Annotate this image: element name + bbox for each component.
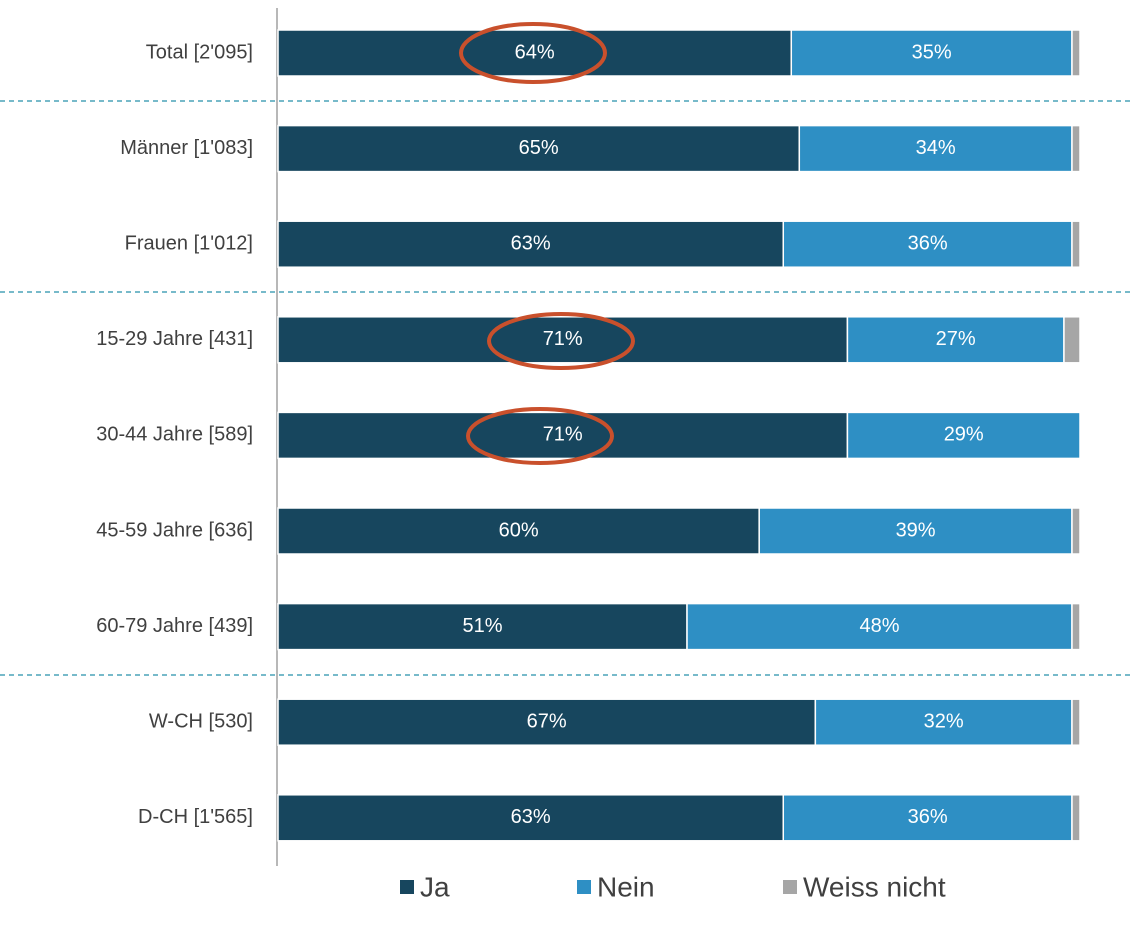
bar-segment xyxy=(277,411,849,460)
legend-label: Weiss nicht xyxy=(803,871,946,902)
bar-segment xyxy=(1071,507,1081,555)
highlight-ellipse xyxy=(459,22,607,84)
legend-label: Nein xyxy=(597,871,655,902)
legend-swatch xyxy=(783,880,797,894)
category-label: 30-44 Jahre [589] xyxy=(96,424,253,446)
bar-segment xyxy=(790,29,1073,77)
category-label: Frauen [1'012] xyxy=(125,232,253,254)
bar-segment xyxy=(782,794,1073,842)
bar-segment xyxy=(1071,124,1081,173)
value-label: 60% xyxy=(499,519,539,541)
value-label: 34% xyxy=(916,137,956,159)
bar-segment xyxy=(1071,220,1081,268)
bar-segment xyxy=(277,794,785,842)
value-label: 36% xyxy=(908,806,948,828)
category-label: 15-29 Jahre [431] xyxy=(96,328,253,350)
value-label: 29% xyxy=(944,424,984,446)
category-label: 60-79 Jahre [439] xyxy=(96,615,253,637)
bar-segment xyxy=(1071,29,1081,77)
highlight-ellipse xyxy=(487,312,635,370)
bar-segment xyxy=(846,411,1081,460)
value-label: 64% xyxy=(515,41,555,63)
bar-segment xyxy=(686,602,1073,651)
highlight-ellipse xyxy=(466,407,614,465)
value-label: 27% xyxy=(936,328,976,350)
category-label: Männer [1'083] xyxy=(120,137,253,159)
bar-segment xyxy=(1071,794,1081,842)
value-label: 71% xyxy=(543,424,583,446)
category-label: W-CH [530] xyxy=(149,710,253,732)
bar-segment xyxy=(814,698,1073,746)
value-label: 35% xyxy=(912,41,952,63)
bar-segment xyxy=(277,698,817,746)
highlights xyxy=(459,22,635,465)
value-label: 63% xyxy=(511,806,551,828)
value-label: 67% xyxy=(527,710,567,732)
category-label: 45-59 Jahre [636] xyxy=(96,519,253,541)
value-label: 71% xyxy=(543,328,583,350)
bar-segment xyxy=(1071,698,1081,746)
category-label: D-CH [1'565] xyxy=(138,806,253,828)
legend-label: Ja xyxy=(420,871,450,902)
legend: Ja Nein Weiss nicht xyxy=(400,871,946,902)
bar-segment xyxy=(782,220,1073,268)
value-label: 51% xyxy=(462,615,502,637)
bars: Total [2'095] 64% 35% Männer [1'083] 65% 34% F… xyxy=(96,29,1081,842)
value-label: 48% xyxy=(859,615,899,637)
bar-segment xyxy=(1063,316,1081,364)
bar-segment xyxy=(1071,602,1081,651)
value-label: 39% xyxy=(896,519,936,541)
bar-segment xyxy=(277,602,688,651)
separators xyxy=(0,100,1130,676)
category-label: Total [2'095] xyxy=(146,41,253,63)
bar-segment xyxy=(277,507,760,555)
value-label: 65% xyxy=(519,137,559,159)
value-label: 63% xyxy=(511,232,551,254)
value-label: 32% xyxy=(924,710,964,732)
bar-segment xyxy=(277,124,801,173)
legend-swatch xyxy=(400,880,414,894)
legend-swatch xyxy=(577,880,591,894)
value-label: 36% xyxy=(908,232,948,254)
